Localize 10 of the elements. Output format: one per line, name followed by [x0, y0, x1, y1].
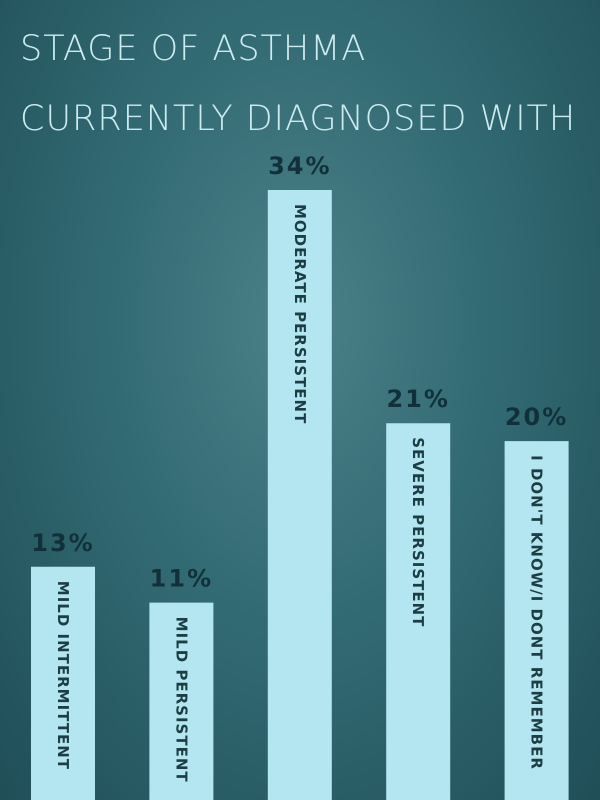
x-tick-label: I DON'T KNOW/I DONT REMEMBER	[528, 455, 546, 770]
x-tick-label: MILD INTERMITTENT	[54, 580, 72, 770]
x-tick-label: MILD PERSISTENT	[172, 616, 190, 783]
x-tick-label: MODERATE PERSISTENT	[290, 204, 309, 424]
data-label: 21%	[386, 385, 450, 414]
data-label: 20%	[504, 403, 568, 432]
data-label: 34%	[268, 152, 332, 180]
x-tick-label: SEVERE PERSISTENT	[409, 437, 428, 628]
data-label: 11%	[150, 564, 214, 593]
chart-title: STAGE OF ASTHMA CURRENTLY DIAGNOSED WITH	[20, 29, 576, 139]
